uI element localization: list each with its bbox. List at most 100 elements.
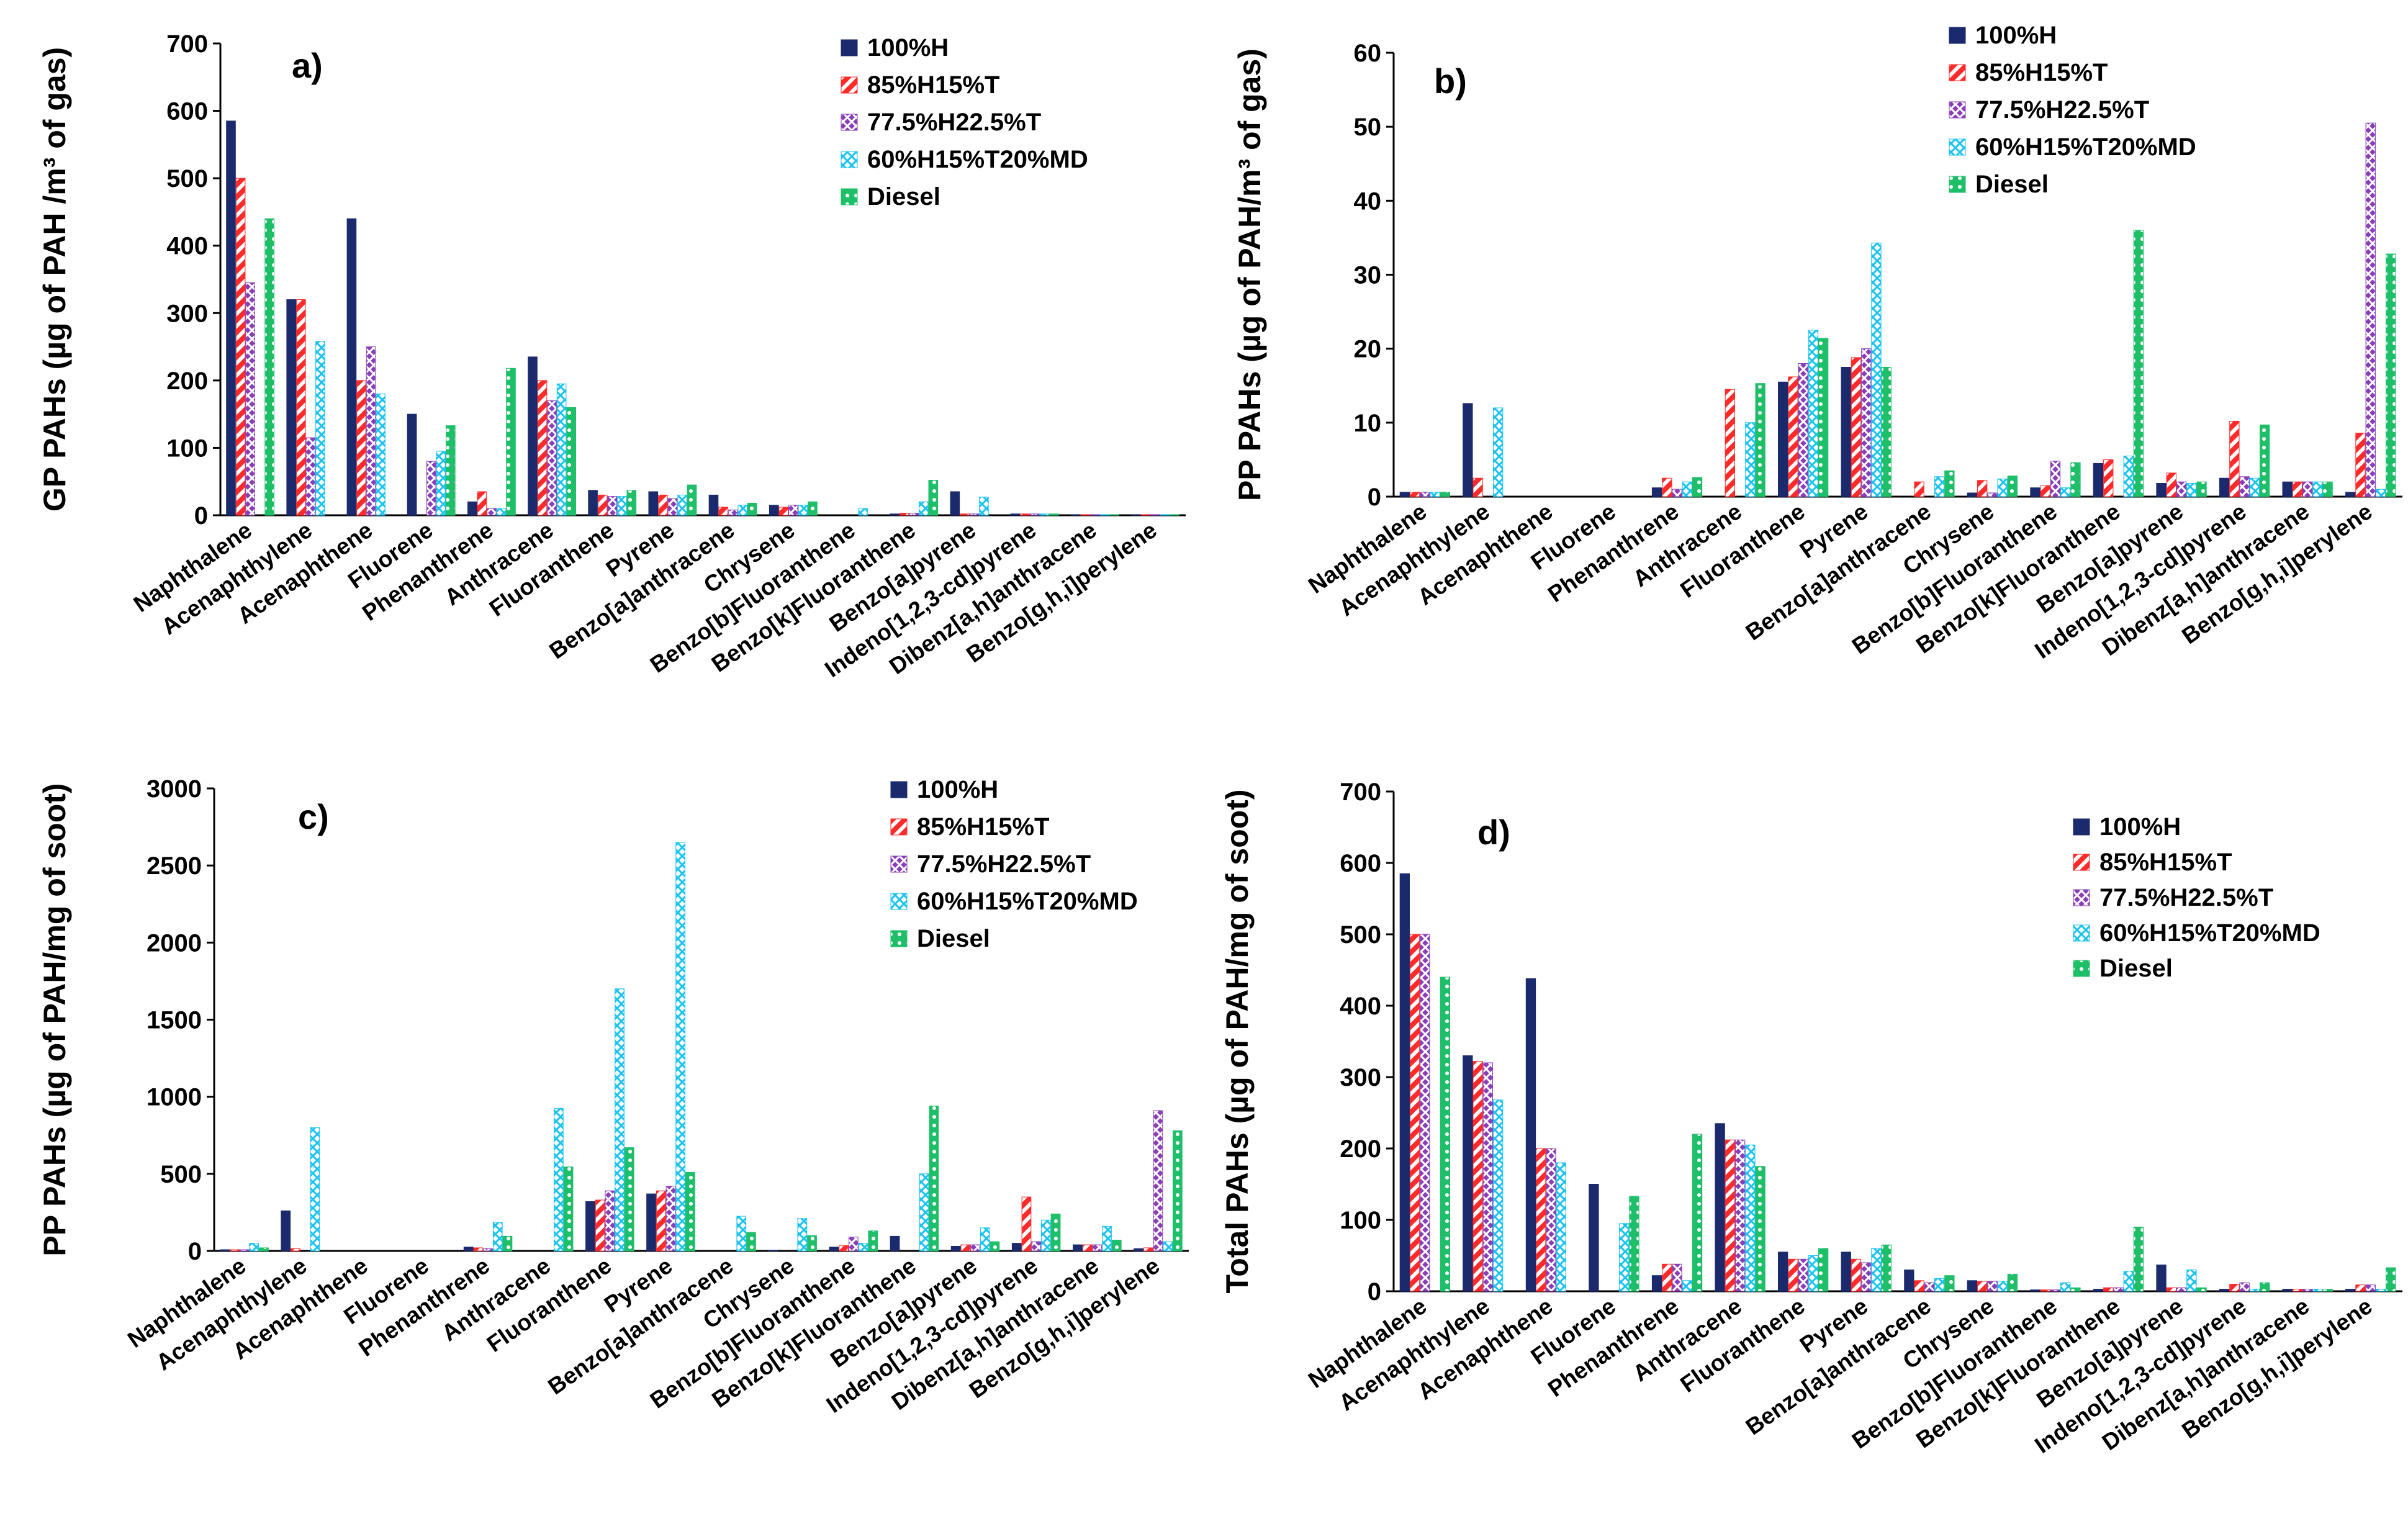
y-tick-label: 0 [188,1238,202,1265]
y-tick-label: 700 [1340,778,1381,806]
bar-60%H15%T20%MD-Benzo[b]Fluoranthene [858,508,868,516]
legend-label: 100%H [1975,22,2057,49]
bar-60%H15%T20%MD-Pyrene [1871,242,1882,497]
bar-Diesel-Fluorene [1629,1196,1639,1292]
bar-85%H15%T-Naphthalene [1409,492,1420,497]
y-tick-label: 600 [1340,850,1381,877]
y-tick-label: 700 [166,30,208,58]
bar-60%H15%T20%MD-Chrysene [797,1218,808,1252]
bar-Diesel-Dibenz[a,h]anthracene [1111,1240,1122,1252]
bar-Diesel-Benzo[g,h,i]perylene [2386,1267,2396,1292]
bar-85%H15%T-Acenaphthene [356,380,366,516]
bar-60%H15%T20%MD-Pyrene [1871,1248,1882,1292]
bar-85%H15%T-Benzo[a]anthracene [1914,481,1924,497]
legend-swatch [841,76,858,94]
bar-85%H15%T-Phenanthrene [1662,477,1672,497]
bar-60%H15%T20%MD-Acenaphthylene [1493,1099,1504,1292]
bar-77.5%H22.5%T-Benzo[a]pyrene [969,513,980,516]
bar-60%H15%T20%MD-Benzo[a]anthracene [1934,476,1945,497]
bar-85%H15%T-Indeno[1,2,3-cd]pyrene [2229,421,2240,497]
legend-swatch [890,930,908,947]
legend-swatch [1949,176,1966,193]
bar-Diesel-Anthracene [563,1166,574,1252]
bar-85%H15%T-Benzo[b]Fluoranthene [2040,1289,2050,1292]
y-tick-label: 500 [1340,921,1381,949]
bar-Diesel-Benzo[a]pyrene [2196,481,2207,497]
panel-label: c) [298,797,329,836]
bar-77.5%H22.5%T-Pyrene [667,498,678,516]
bar-100%H-Indeno[1,2,3-cd]pyrene [2219,1289,2230,1292]
bar-77.5%H22.5%T-Fluoranthene [607,496,618,516]
bar-77.5%H22.5%T-Benzo[a]pyrene [970,1244,980,1252]
bar-Diesel-Naphthalene [264,218,274,516]
bar-Diesel-Benzo[b]Fluoranthene [2070,1287,2081,1292]
bar-60%H15%T20%MD-Benzo[a]pyrene [980,1227,990,1252]
legend: 100%H 85%H15%T 77.5%H22.5%T 60%H15%T20%MD Di… [1949,22,2196,198]
bar-Diesel-Benzo[k]Fluoranthene [929,1106,939,1252]
y-tick-label: 100 [166,435,208,462]
bar-60%H15%T20%MD-Chrysene [1997,1281,2008,1292]
bar-60%H15%T20%MD-Chrysene [798,505,808,516]
bar-100%H-Benzo[g,h,i]perylene [2345,492,2356,497]
bar-100%H-Phenanthrene [463,1247,474,1252]
legend-swatch [1949,138,1966,156]
bar-77.5%H22.5%T-Benzo[b]Fluoranthene [2050,1289,2061,1292]
bar-Diesel-Benzo[a]anthracene [746,1232,756,1252]
legend-swatch [890,781,908,798]
bar-85%H15%T-Acenaphthene [1536,1148,1546,1292]
y-tick-label: 1500 [147,1007,202,1034]
bar-60%H15%T20%MD-Anthracene [554,1108,564,1252]
bar-100%H-Phenanthrene [467,501,477,516]
bar-100%H-Dibenz[a,h]anthracene [2282,481,2293,497]
bar-77.5%H22.5%T-Benzo[g,h,i]perylene [2365,122,2376,497]
y-tick-label: 100 [1340,1207,1381,1234]
bar-60%H15%T20%MD-Dibenz[a,h]anthracene [1102,1225,1112,1252]
legend-swatch [2073,889,2090,906]
bar-85%H15%T-Chrysene [778,507,789,516]
legend-label: 60%H15%T20%MD [867,146,1088,173]
y-tick-label: 500 [166,165,208,192]
legend-label: Diesel [2099,955,2173,982]
bar-77.5%H22.5%T-Benzo[a]pyrene [2176,481,2187,497]
bar-77.5%H22.5%T-Indeno[1,2,3-cd]pyrene [1029,513,1040,516]
bar-Diesel-Benzo[g,h,i]perylene [1173,1130,1183,1252]
legend-label: Diesel [917,925,990,952]
bar-100%H-Benzo[g,h,i]perylene [2345,1289,2356,1292]
bar-100%H-Acenaphthene [1525,978,1536,1292]
bar-Diesel-Pyrene [685,1171,695,1252]
bar-85%H15%T-Anthracene [1725,1139,1735,1292]
bar-Diesel-Chrysene [807,1235,817,1252]
bar-100%H-Benzo[b]Fluoranthene [829,1247,839,1252]
legend-label: 77.5%H22.5%T [867,109,1041,136]
bar-60%H15%T20%MD-Benzo[a]pyrene [979,497,989,516]
bar-77.5%H22.5%T-Indeno[1,2,3-cd]pyrene [2239,1282,2250,1292]
bar-100%H-Naphthalene [1399,492,1410,497]
bar-Diesel-Benzo[k]Fluoranthene [2133,230,2144,497]
bar-60%H15%T20%MD-Benzo[k]Fluoranthene [919,1173,929,1252]
bar-85%H15%T-Pyrene [1851,1258,1862,1292]
legend: 100%H 85%H15%T 77.5%H22.5%T 60%H15%T20%MD Di… [841,34,1088,210]
y-axis-title: GP PAHs (µg of PAH /m³ of gas) [37,47,72,512]
bar-77.5%H22.5%T-Fluoranthene [1798,363,1808,497]
legend-swatch [890,818,908,836]
legend-label: 85%H15%T [1975,59,2108,86]
bar-77.5%H22.5%T-Naphthalene [1420,934,1430,1292]
bar-Diesel-Benzo[k]Fluoranthene [2133,1227,2144,1292]
bar-100%H-Fluorene [407,413,417,516]
bar-Diesel-Pyrene [687,484,697,516]
legend-swatch [841,188,858,205]
y-tick-label: 50 [1354,114,1382,141]
legend-label: 85%H15%T [2099,849,2232,876]
bar-60%H15%T20%MD-Pyrene [677,494,687,516]
bar-60%H15%T20%MD-Naphthalene [249,1243,259,1252]
legend: 100%H 85%H15%T 77.5%H22.5%T 60%H15%T20%MD Di… [890,776,1138,952]
bar-85%H15%T-Anthracene [537,380,548,516]
bar-85%H15%T-Chrysene [1977,1281,1988,1292]
bar-Diesel-Benzo[b]Fluoranthene [2070,462,2081,497]
bar-77.5%H22.5%T-Benzo[b]Fluoranthene [849,1237,859,1252]
panel-label: b) [1434,61,1467,101]
legend-label: 77.5%H22.5%T [1975,96,2149,124]
bar-60%H15%T20%MD-Fluorene [1619,1223,1630,1292]
bar-Diesel-Naphthalene [1440,492,1450,497]
